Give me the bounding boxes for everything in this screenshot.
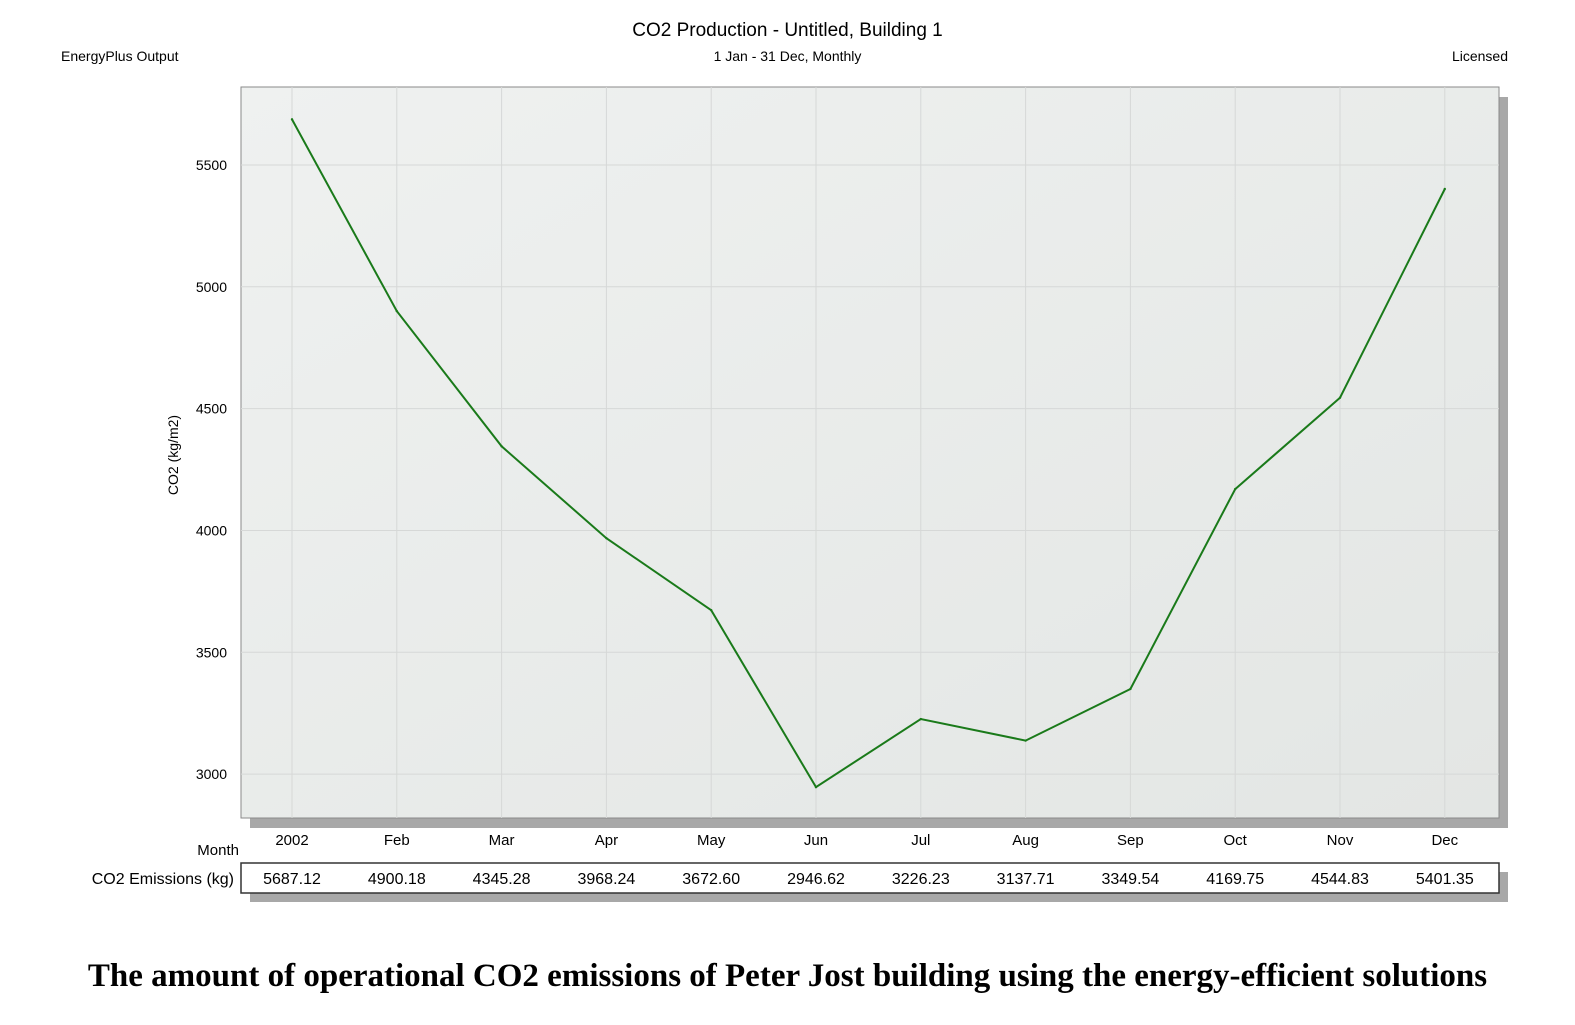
table-value: 4345.28 bbox=[473, 871, 531, 888]
x-tick-label: Aug bbox=[1012, 832, 1039, 849]
table-value: 4544.83 bbox=[1311, 871, 1369, 888]
figure-caption: The amount of operational CO2 emissions … bbox=[87, 958, 1488, 994]
y-tick-label: 4000 bbox=[196, 522, 227, 538]
data-point bbox=[710, 609, 713, 612]
x-tick-label: 2002 bbox=[275, 832, 308, 849]
table-value: 3226.23 bbox=[892, 871, 950, 888]
data-point bbox=[1024, 739, 1027, 742]
table-value: 3672.60 bbox=[682, 871, 740, 888]
data-point bbox=[919, 717, 922, 721]
y-axis-label: CO2 (kg/m2) bbox=[165, 415, 181, 495]
x-tick-label: Mar bbox=[489, 832, 515, 849]
x-tick-label: Jul bbox=[911, 832, 930, 849]
table-value: 4169.75 bbox=[1206, 871, 1264, 888]
data-point bbox=[1129, 687, 1132, 691]
data-point bbox=[1443, 187, 1447, 191]
data-point bbox=[290, 118, 294, 121]
x-tick-label: May bbox=[697, 832, 726, 849]
table-value: 3968.24 bbox=[577, 871, 635, 888]
table-value: 3349.54 bbox=[1101, 871, 1159, 888]
x-tick-label: Dec bbox=[1431, 832, 1458, 849]
table-value: 2946.62 bbox=[787, 871, 845, 888]
y-tick-label: 5500 bbox=[196, 157, 227, 173]
table-value: 4900.18 bbox=[368, 871, 426, 888]
x-tick-label: Oct bbox=[1224, 832, 1248, 849]
license-label: Licensed bbox=[1451, 48, 1508, 64]
chart-title: CO2 Production - Untitled, Building 1 bbox=[632, 20, 943, 41]
data-point bbox=[395, 309, 398, 313]
series-line bbox=[291, 118, 1446, 789]
x-tick-label: Apr bbox=[595, 832, 618, 849]
y-tick-label: 4500 bbox=[196, 401, 227, 417]
x-axis-label: Month bbox=[197, 842, 239, 859]
x-tick-label: Feb bbox=[384, 832, 410, 849]
x-tick-label: Jun bbox=[804, 832, 828, 849]
x-tick-label: Sep bbox=[1117, 832, 1144, 849]
data-point bbox=[500, 445, 503, 448]
table-value: 5401.35 bbox=[1416, 871, 1474, 888]
data-point bbox=[1234, 487, 1237, 491]
data-point bbox=[814, 785, 818, 789]
table-row-label: CO2 Emissions (kg) bbox=[92, 871, 234, 888]
output-source-label: EnergyPlus Output bbox=[61, 48, 179, 64]
table-value: 3137.71 bbox=[997, 871, 1055, 888]
line-chart: 3000 3500 4000 4500 5000 5500 CO2 (kg/m2) 2002… bbox=[92, 86, 1508, 902]
y-tick-label: 3000 bbox=[196, 766, 227, 782]
y-tick-label: 5000 bbox=[196, 279, 227, 295]
x-tick-label: Nov bbox=[1327, 832, 1354, 849]
plot-area bbox=[240, 86, 1500, 819]
data-table bbox=[240, 862, 1500, 894]
data-point bbox=[1338, 396, 1342, 399]
chart-subtitle: 1 Jan - 31 Dec, Monthly bbox=[713, 48, 862, 64]
y-tick-label: 3500 bbox=[196, 644, 227, 660]
data-point bbox=[605, 537, 608, 540]
table-value: 5687.12 bbox=[263, 871, 321, 888]
